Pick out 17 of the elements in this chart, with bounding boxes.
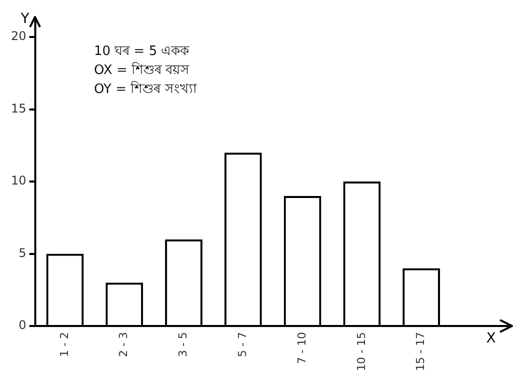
x-tick-label: 1 - 2	[58, 332, 71, 358]
x-tick-label: 7 - 10	[295, 332, 308, 364]
x-tick-label: 10 - 15	[354, 332, 368, 372]
y-tick-label: 20	[10, 29, 26, 44]
y-axis-title: Y	[20, 10, 30, 27]
x-axis-title: X	[486, 330, 496, 347]
y-tick-label: 0	[18, 318, 26, 332]
y-tick-label: 15	[10, 101, 26, 116]
annotation: OX = শিশুৰ বয়স	[94, 61, 191, 80]
x-tick-label: 3 - 5	[176, 332, 190, 358]
y-tick-label: 5	[18, 246, 26, 260]
x-tick-label: 5 - 7	[236, 332, 249, 358]
annotation: 10 ঘৰ = 5 একক	[94, 43, 190, 61]
x-tick-label: 15 - 17	[414, 332, 428, 372]
y-tick-label: 10	[10, 174, 26, 188]
x-tick-label: 2 - 3	[117, 332, 130, 358]
annotation: OY = শিশুৰ সংখ্যা	[94, 80, 197, 99]
